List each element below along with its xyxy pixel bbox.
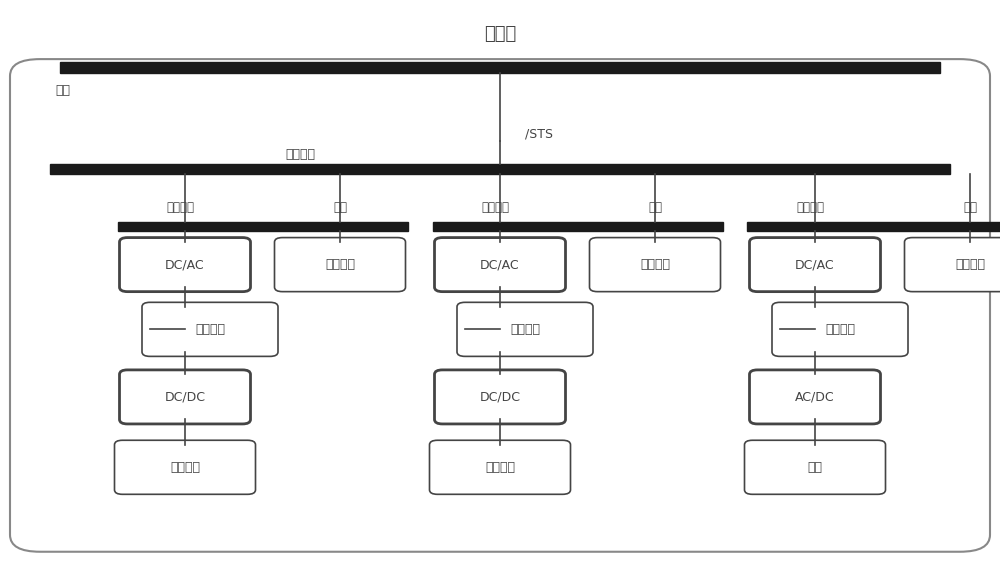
Text: 燃料电池: 燃料电池 bbox=[485, 461, 515, 474]
FancyBboxPatch shape bbox=[750, 238, 881, 292]
Text: 光伏阵列: 光伏阵列 bbox=[170, 461, 200, 474]
FancyBboxPatch shape bbox=[772, 302, 908, 356]
Text: DC/AC: DC/AC bbox=[165, 258, 205, 271]
FancyBboxPatch shape bbox=[434, 238, 566, 292]
Text: 本地负载: 本地负载 bbox=[325, 258, 355, 271]
FancyBboxPatch shape bbox=[434, 370, 566, 424]
Bar bbox=[60, 62, 940, 73]
Text: 线路: 线路 bbox=[648, 201, 662, 215]
Text: 本地负载: 本地负载 bbox=[640, 258, 670, 271]
Text: 风机: 风机 bbox=[808, 461, 822, 474]
FancyBboxPatch shape bbox=[457, 302, 593, 356]
Text: 微网: 微网 bbox=[55, 83, 70, 97]
FancyBboxPatch shape bbox=[590, 238, 720, 292]
Text: AC/DC: AC/DC bbox=[795, 390, 835, 404]
FancyBboxPatch shape bbox=[430, 440, 570, 494]
Text: 公共母线: 公共母线 bbox=[285, 148, 315, 162]
Text: 本地母线: 本地母线 bbox=[796, 201, 824, 215]
Bar bbox=[747, 222, 1000, 231]
Text: DC/AC: DC/AC bbox=[795, 258, 835, 271]
Text: 本地负载: 本地负载 bbox=[955, 258, 985, 271]
FancyBboxPatch shape bbox=[10, 59, 990, 552]
Text: /STS: /STS bbox=[525, 127, 553, 141]
FancyBboxPatch shape bbox=[114, 440, 256, 494]
Text: 大电网: 大电网 bbox=[484, 25, 516, 43]
FancyBboxPatch shape bbox=[120, 370, 250, 424]
Bar bbox=[432, 222, 722, 231]
Text: 本地母线: 本地母线 bbox=[166, 201, 194, 215]
FancyBboxPatch shape bbox=[120, 238, 250, 292]
Text: 线路: 线路 bbox=[333, 201, 347, 215]
Bar bbox=[118, 222, 408, 231]
Text: 储能装置: 储能装置 bbox=[195, 323, 225, 336]
Text: 储能装置: 储能装置 bbox=[825, 323, 855, 336]
Text: DC/DC: DC/DC bbox=[164, 390, 206, 404]
Text: 线路: 线路 bbox=[963, 201, 977, 215]
Text: DC/AC: DC/AC bbox=[480, 258, 520, 271]
FancyBboxPatch shape bbox=[750, 370, 881, 424]
FancyBboxPatch shape bbox=[904, 238, 1000, 292]
FancyBboxPatch shape bbox=[142, 302, 278, 356]
Text: 本地母线: 本地母线 bbox=[481, 201, 509, 215]
FancyBboxPatch shape bbox=[274, 238, 406, 292]
Text: DC/DC: DC/DC bbox=[480, 390, 520, 404]
FancyBboxPatch shape bbox=[744, 440, 886, 494]
Bar bbox=[50, 164, 950, 174]
Text: 储能装置: 储能装置 bbox=[510, 323, 540, 336]
